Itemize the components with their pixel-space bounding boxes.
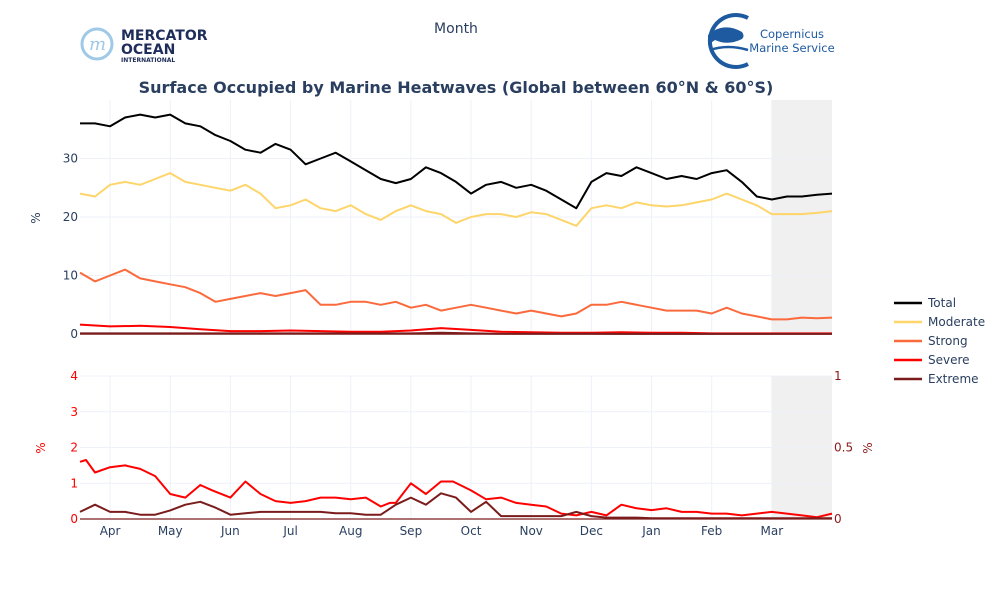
- bottom-right-y-axis-label: %: [861, 442, 875, 453]
- top-series-extreme: [80, 331, 832, 335]
- bottom-right-y-tick-label: 0: [834, 512, 842, 526]
- top-panel: 0 10 20 30 %: [29, 100, 833, 341]
- top-y-tick-label: 10: [63, 269, 78, 283]
- top-series-strong: [79, 268, 833, 321]
- bottom-series-severe: [79, 459, 833, 519]
- bottom-left-y-tick-label: 0: [70, 512, 78, 526]
- legend-item-strong[interactable]: Strong: [894, 334, 968, 348]
- x-tick-label: Jan: [641, 524, 661, 538]
- top-y-tick-label: 0: [70, 327, 78, 341]
- bottom-left-y-axis-label: %: [34, 442, 48, 453]
- x-tick-label: May: [158, 524, 183, 538]
- bottom-right-y-tick-label: 1: [834, 369, 842, 383]
- bottom-right-y-tick-label: 0.5: [834, 441, 853, 455]
- mercator-logo: m MERCATOR OCEAN INTERNATIONAL: [80, 27, 208, 64]
- chart-title: Surface Occupied by Marine Heatwaves (Gl…: [139, 78, 774, 97]
- top-y-axis-label: %: [29, 212, 43, 223]
- legend-item-extreme[interactable]: Extreme: [894, 372, 979, 386]
- x-tick-label: Nov: [519, 524, 542, 538]
- mercator-logo-line3: INTERNATIONAL: [121, 57, 175, 64]
- legend-label: Moderate: [928, 315, 985, 329]
- copernicus-logo: Copernicus Marine Service: [707, 13, 835, 69]
- legend-label: Extreme: [928, 372, 979, 386]
- top-y-tick-label: 30: [63, 152, 78, 166]
- x-tick-label: Apr: [100, 524, 121, 538]
- x-tick-label: Feb: [701, 524, 722, 538]
- mercator-logo-line2: OCEAN: [121, 42, 175, 58]
- legend-label: Severe: [928, 353, 970, 367]
- top-series-moderate: [79, 172, 833, 227]
- x-tick-label: Mar: [761, 524, 784, 538]
- top-series-severe: [79, 323, 832, 335]
- x-tick-label: Jul: [282, 524, 297, 538]
- bottom-left-y-tick-label: 1: [70, 476, 78, 490]
- x-tick-label: Oct: [461, 524, 482, 538]
- bottom-left-y-tick-label: 3: [70, 405, 78, 419]
- x-tick-label: Aug: [339, 524, 362, 538]
- month-label: Month: [434, 21, 478, 37]
- copernicus-logo-line1: Copernicus: [760, 27, 824, 41]
- top-series-total: [80, 113, 833, 210]
- legend-label: Total: [927, 296, 956, 310]
- legend-item-moderate[interactable]: Moderate: [894, 315, 985, 329]
- bottom-series-extreme: [79, 492, 832, 520]
- x-tick-label: Sep: [400, 524, 423, 538]
- top-y-tick-label: 20: [63, 210, 78, 224]
- bottom-left-y-tick-label: 2: [70, 441, 78, 455]
- bottom-left-y-tick-label: 4: [70, 369, 78, 383]
- x-tick-label: Dec: [580, 524, 603, 538]
- mercator-logo-line1: MERCATOR: [121, 28, 208, 44]
- legend-label: Strong: [928, 334, 968, 348]
- bottom-panel: 0 1 2 3 4 0 0.5 1 Apr May Jun Jul Aug Sep Oct Nov Dec J…: [34, 369, 875, 538]
- fish-icon: [708, 27, 744, 45]
- legend: Total Moderate Strong Severe Extreme: [894, 296, 985, 386]
- svg-text:m: m: [89, 34, 106, 55]
- mercator-mark-icon: [80, 27, 114, 61]
- legend-item-severe[interactable]: Severe: [894, 353, 970, 367]
- x-tick-label: Jun: [220, 524, 240, 538]
- copernicus-logo-line2: Marine Service: [749, 41, 834, 55]
- legend-item-total[interactable]: Total: [894, 296, 956, 310]
